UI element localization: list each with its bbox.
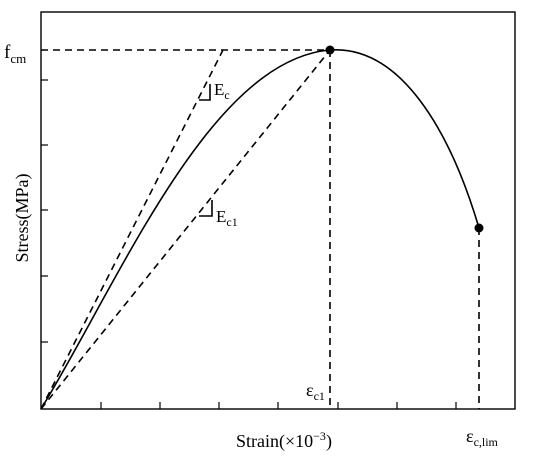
ec-slope-marker	[199, 84, 211, 101]
ultimate-point-marker	[474, 223, 484, 233]
eps-lim-label: εc,lim	[466, 426, 499, 449]
y-axis-ticks	[41, 79, 48, 343]
stress-strain-curve	[40, 49, 480, 410]
plot-frame	[40, 11, 516, 410]
ec-label: Ec	[214, 80, 230, 102]
ec1-slope-marker	[199, 200, 213, 217]
x-axis-title: Strain(×10−3)	[236, 429, 332, 452]
eps-c1-label: εc1	[306, 380, 325, 403]
peak-point-marker	[325, 45, 335, 55]
ec-tangent-dashed-line	[40, 47, 225, 410]
ec1-label: Ec1	[216, 207, 238, 229]
fcm-label: fcm	[4, 42, 26, 66]
ec1-secant-dashed-line	[40, 49, 331, 410]
y-axis-title: Stress(MPa)	[12, 173, 33, 262]
x-axis-ticks	[100, 402, 457, 409]
